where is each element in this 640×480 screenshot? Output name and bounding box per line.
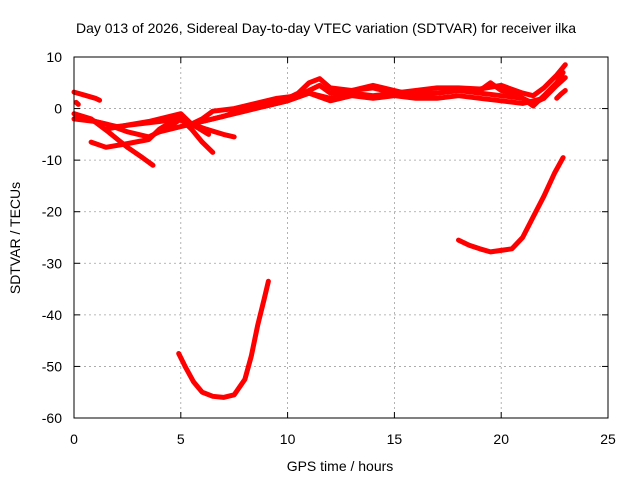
series-arc-b [73,99,81,107]
chart-title: Day 013 of 2026, Sidereal Day-to-day VTE… [76,20,576,36]
y-tick-label: -40 [42,307,62,323]
axis-ticks: 0 5 10 15 20 25 -60 -50 -40 -30 -20 -10 0 10 [42,49,616,447]
x-tick-label: 25 [600,431,616,447]
y-tick-label: -10 [42,152,62,168]
data-series [71,62,568,400]
x-tick-label: 0 [70,431,78,447]
plot-frame [73,56,609,419]
x-tick-label: 15 [387,431,403,447]
x-axis-label: GPS time / hours [287,458,394,474]
y-tick-label: -60 [42,410,62,426]
y-tick-label: 10 [46,49,62,65]
series-arc-l [176,278,271,400]
series-arc-g [103,62,568,132]
y-tick-label: -30 [42,255,62,271]
x-tick-label: 20 [493,431,509,447]
y-tick-label: -20 [42,204,62,220]
series-arc-k [554,88,568,101]
series-arc-a [71,89,103,103]
y-tick-label: -50 [42,358,62,374]
y-axis-label: SDTVAR / TECUs [7,182,23,294]
x-tick-label: 5 [177,431,185,447]
grid-lines [74,57,608,418]
y-tick-label: 0 [54,101,62,117]
series-arc-m [456,155,566,255]
x-tick-label: 10 [280,431,296,447]
series-arc-j [263,90,547,109]
